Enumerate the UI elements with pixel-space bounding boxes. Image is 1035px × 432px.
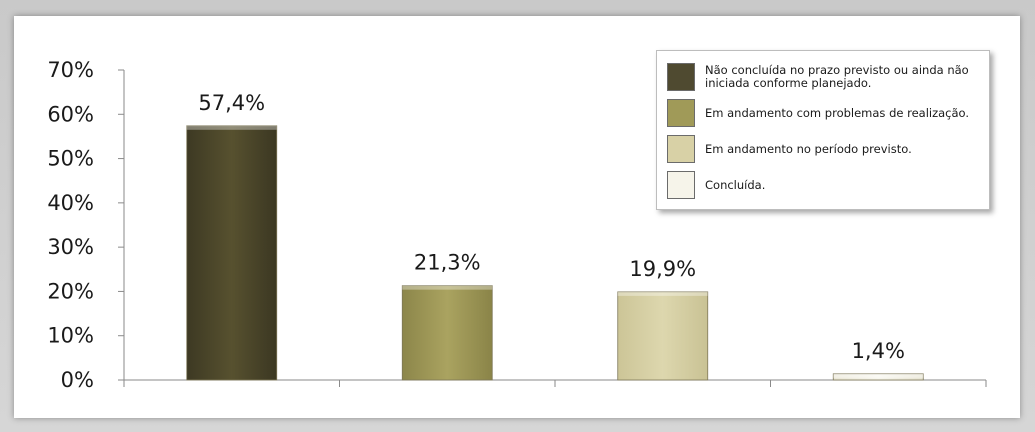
axis-layer: 0% 10% 20% 30% 40% 50% 60% 70% bbox=[47, 58, 987, 392]
y-tick-label: 50% bbox=[47, 147, 94, 171]
legend-label: Não concluída no prazo previsto ou ainda… bbox=[705, 63, 969, 90]
data-label: 1,4% bbox=[852, 339, 905, 363]
data-label: 21,3% bbox=[414, 251, 481, 275]
legend-swatch bbox=[667, 171, 695, 199]
bar-highlight bbox=[833, 373, 924, 378]
y-tick-label: 40% bbox=[47, 191, 94, 215]
legend-label: Em andamento no período previsto. bbox=[705, 141, 912, 156]
legend-label: Em andamento com problemas de realização… bbox=[705, 105, 970, 120]
y-tick-label: 70% bbox=[47, 58, 94, 82]
bar-highlight bbox=[617, 291, 708, 296]
bar-layer bbox=[186, 125, 924, 381]
legend-swatch bbox=[667, 63, 695, 91]
bar-highlight bbox=[402, 285, 493, 290]
bar bbox=[186, 125, 278, 381]
legend-swatch bbox=[667, 99, 695, 127]
legend-item: Não concluída no prazo previsto ou ainda… bbox=[667, 59, 981, 95]
data-label: 57,4% bbox=[198, 91, 265, 115]
label-layer: 57,4% 21,3% 19,9% 1,4% bbox=[198, 91, 905, 363]
legend-swatch bbox=[667, 135, 695, 163]
y-tick-label: 20% bbox=[47, 279, 94, 303]
y-tick-label: 30% bbox=[47, 235, 94, 259]
y-tick-label: 0% bbox=[61, 368, 94, 392]
y-tick-label: 10% bbox=[47, 324, 94, 348]
bar bbox=[401, 285, 493, 381]
data-label: 19,9% bbox=[629, 257, 696, 281]
bar bbox=[617, 291, 709, 381]
legend: Não concluída no prazo previsto ou ainda… bbox=[656, 50, 990, 210]
legend-item: Em andamento com problemas de realização… bbox=[667, 95, 981, 131]
legend-item: Concluída. bbox=[667, 167, 981, 203]
bar bbox=[832, 373, 924, 381]
y-tick-label: 60% bbox=[47, 102, 94, 126]
legend-item: Em andamento no período previsto. bbox=[667, 131, 981, 167]
bar-highlight bbox=[186, 125, 277, 130]
legend-label: Concluída. bbox=[705, 177, 766, 192]
